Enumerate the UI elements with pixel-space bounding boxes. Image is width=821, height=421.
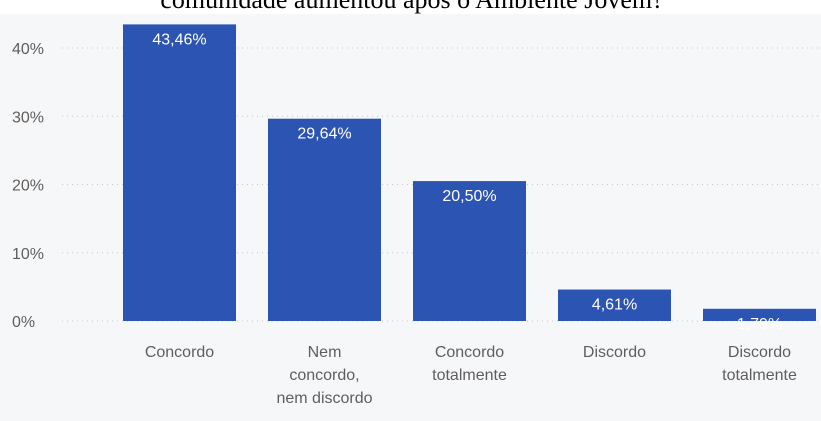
- x-tick-label: Discordo totalmente: [722, 344, 797, 384]
- chart-title: comunidade aumentou após o Ambiente Jove…: [160, 0, 663, 14]
- x-tick-label: Discordo: [582, 344, 647, 361]
- data-label: 1,79%: [737, 316, 782, 333]
- bar: [123, 24, 236, 322]
- x-tick-label: Concordo totalmente: [432, 344, 507, 384]
- y-tick-label: 10%: [12, 246, 44, 263]
- x-tick-label: Nem concordo, nem discordo: [276, 344, 373, 407]
- bar: [558, 289, 671, 321]
- x-tick-label: Concordo: [144, 344, 215, 361]
- y-tick-label: 30%: [12, 109, 44, 126]
- y-tick-label: 0%: [12, 314, 35, 331]
- data-label: 4,61%: [592, 297, 637, 314]
- title-band: [0, 0, 821, 14]
- y-tick-label: 40%: [12, 41, 44, 58]
- y-tick-label: 20%: [12, 178, 44, 195]
- bar: [703, 308, 816, 321]
- bar: [268, 118, 381, 321]
- data-label: 29,64%: [297, 126, 351, 143]
- bar: [413, 181, 526, 321]
- data-label: 43,46%: [152, 31, 206, 48]
- data-label: 20,50%: [442, 188, 496, 205]
